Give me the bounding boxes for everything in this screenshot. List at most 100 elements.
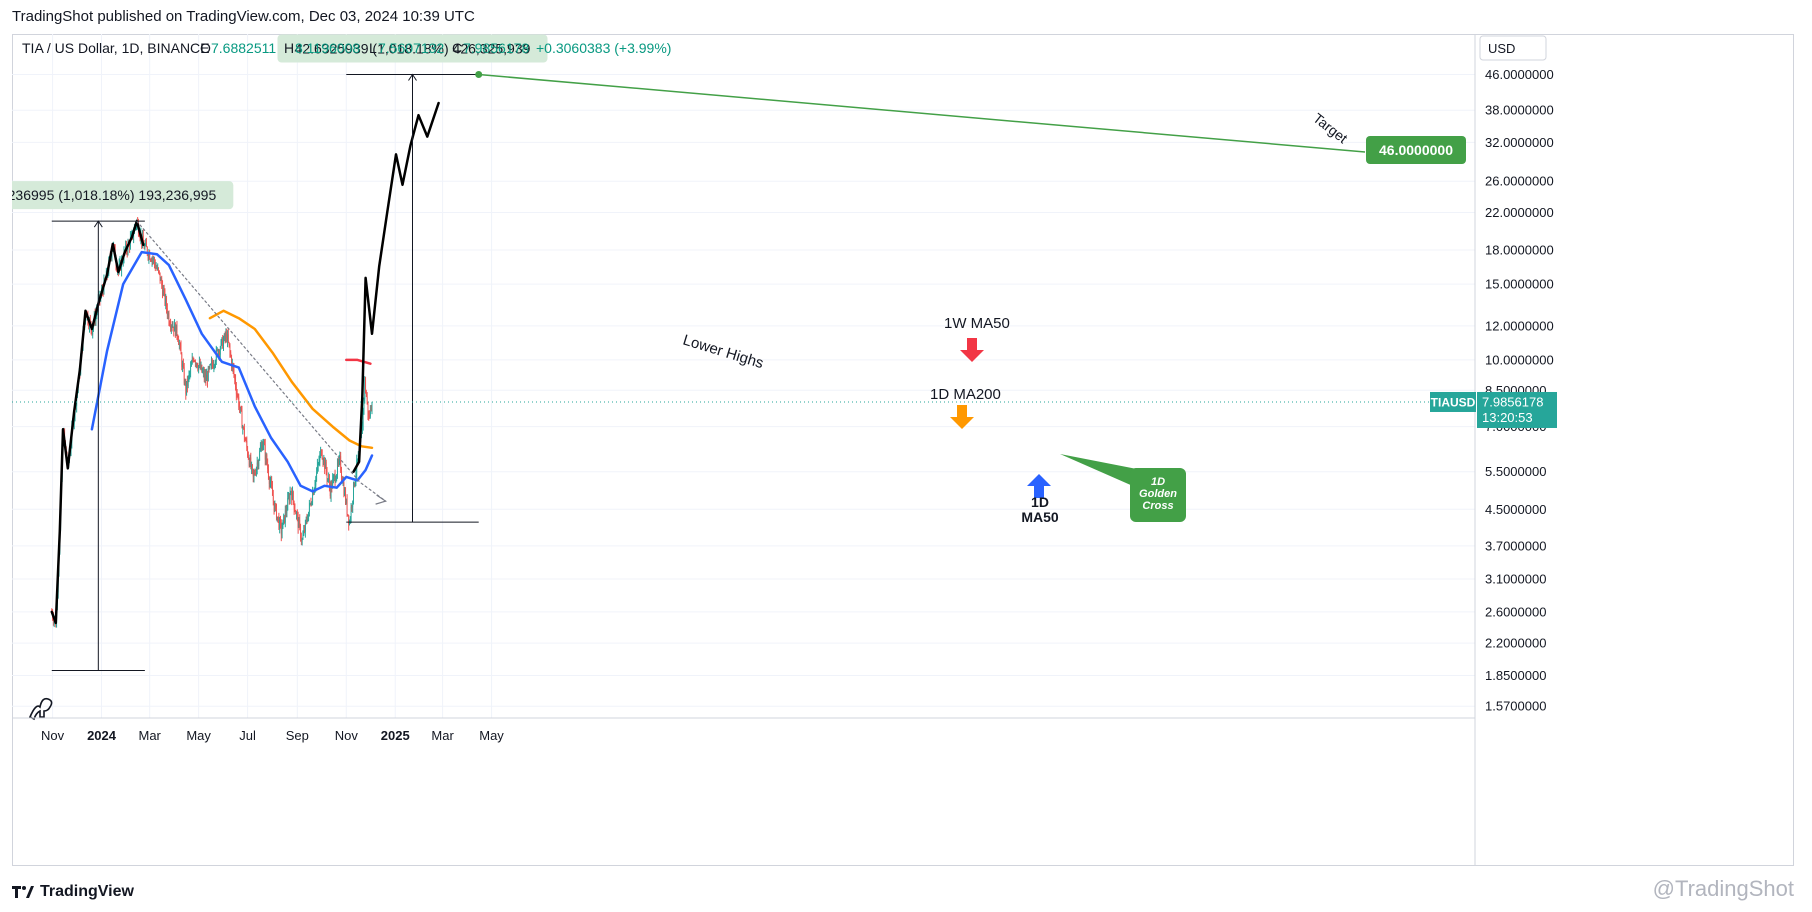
candle-body xyxy=(292,491,293,500)
candle-body xyxy=(305,521,306,532)
candle-body xyxy=(198,365,199,370)
target-label: Target xyxy=(1310,110,1351,147)
candle-body xyxy=(249,457,251,466)
time-axis-label: Mar xyxy=(431,728,454,743)
candle-body xyxy=(325,462,327,472)
candle-body xyxy=(270,481,272,483)
candle-body xyxy=(369,416,370,418)
candle-body xyxy=(263,442,264,444)
candle-body xyxy=(319,454,321,462)
time-axis-label: Mar xyxy=(138,728,161,743)
legend-open-value: 7.6882511 xyxy=(211,40,276,56)
footer-brand: TradingView xyxy=(40,883,134,900)
candle-body xyxy=(138,233,140,237)
candle-body xyxy=(336,474,338,480)
candle-body xyxy=(162,290,164,296)
candle-body xyxy=(240,406,241,409)
candle-body xyxy=(306,519,308,521)
measure-label-box xyxy=(277,34,548,63)
candle-body xyxy=(242,426,244,429)
projection-path xyxy=(352,101,440,473)
golden-cross-label: 1D xyxy=(1151,476,1165,488)
last-price-tag xyxy=(1477,391,1557,428)
candle-body xyxy=(246,440,248,448)
time-axis-label: May xyxy=(479,728,504,743)
legend-high-value: 8.1196008 xyxy=(295,40,360,56)
candle-body xyxy=(191,364,192,367)
price-axis-layer: USD 46.0000000 38.0000000 32.0000000 26.0000… xyxy=(12,34,1557,866)
currency-button[interactable] xyxy=(1479,35,1547,61)
candle-body xyxy=(159,272,161,281)
overlay-lines xyxy=(50,101,440,625)
weekly-ma50-line xyxy=(345,358,372,365)
candle-body xyxy=(199,362,200,366)
candle-body xyxy=(273,501,275,511)
candle-body xyxy=(268,469,269,478)
candle-body xyxy=(300,525,301,539)
candle-body xyxy=(157,267,159,270)
measure-label: 19.3236995 (1,018.18%) 193,236,995 xyxy=(12,187,216,203)
candle-body xyxy=(346,499,348,514)
candle-body xyxy=(304,530,305,532)
candle-body xyxy=(218,350,220,356)
candle-body xyxy=(187,381,188,386)
measure-arrow-icon xyxy=(408,73,417,81)
price-tick: 4.5000000 xyxy=(1485,502,1546,517)
candle-body xyxy=(283,515,285,520)
candle-body xyxy=(185,380,187,394)
candle-body xyxy=(252,464,253,470)
candle-body xyxy=(154,263,156,269)
candle-body xyxy=(296,512,297,515)
candle-body xyxy=(250,457,252,468)
candle-body xyxy=(310,503,312,505)
candle-body xyxy=(167,313,169,316)
candle-body xyxy=(200,365,202,369)
ma50-label-line1: 1D xyxy=(1031,494,1049,510)
chart-area[interactable]: 19.3236995 (1,018.18%) 193,236,995 42.632… xyxy=(12,34,1794,866)
candle-body xyxy=(348,515,350,524)
candle-body xyxy=(92,328,94,335)
candle-body xyxy=(144,245,146,249)
candle-body xyxy=(190,366,191,373)
candle-body xyxy=(197,366,199,370)
candle-body xyxy=(328,478,329,480)
candle-body xyxy=(256,467,257,475)
candle-body xyxy=(345,499,347,503)
candle-body xyxy=(179,344,181,346)
candle-body xyxy=(259,451,260,460)
candle-body xyxy=(224,334,226,339)
candle-body xyxy=(145,242,147,246)
candle-body xyxy=(208,367,210,369)
candle-body xyxy=(139,236,141,239)
candle-body xyxy=(284,515,285,523)
candle-body xyxy=(281,528,283,535)
candle-body xyxy=(296,512,298,515)
candle-body xyxy=(264,444,266,460)
candle-body xyxy=(148,252,150,258)
candle-body xyxy=(240,406,242,411)
chart-frame xyxy=(12,34,1794,866)
candle-body xyxy=(275,504,277,506)
candle-body xyxy=(183,367,185,384)
candle-body xyxy=(271,481,273,488)
candle-body xyxy=(347,514,349,516)
candle-body xyxy=(163,290,165,291)
candle-body xyxy=(248,459,250,466)
candle-body xyxy=(212,364,214,368)
candle-body xyxy=(337,462,339,464)
target-price-tag xyxy=(1366,136,1466,164)
target-line xyxy=(478,73,1366,153)
candle-body xyxy=(361,427,363,434)
candle-body xyxy=(345,490,346,503)
candle-body xyxy=(349,521,350,524)
candle-body xyxy=(160,278,162,281)
candle-body xyxy=(327,478,329,480)
candle-body xyxy=(202,371,203,373)
candle-body xyxy=(333,476,334,480)
candle-body xyxy=(166,308,168,316)
candle-body xyxy=(362,408,364,428)
candle-body xyxy=(364,379,366,399)
candle-body xyxy=(354,479,356,486)
candle-body xyxy=(244,438,246,441)
price-tick: 2.6000000 xyxy=(1485,604,1546,619)
